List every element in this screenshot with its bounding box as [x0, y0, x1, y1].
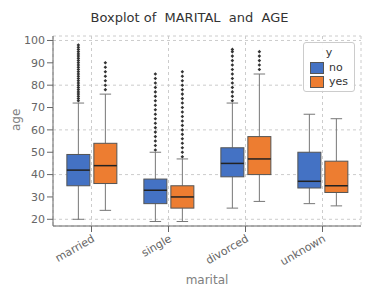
svg-text:marital: marital [186, 273, 229, 284]
svg-text:60: 60 [31, 124, 45, 137]
svg-text:single: single [139, 232, 174, 260]
svg-text:20: 20 [31, 213, 45, 226]
svg-text:30: 30 [31, 191, 45, 204]
svg-text:unknown: unknown [278, 232, 328, 268]
svg-text:married: married [53, 232, 97, 265]
svg-text:90: 90 [31, 57, 45, 70]
svg-text:100: 100 [24, 34, 45, 47]
svg-text:80: 80 [31, 79, 45, 92]
svg-text:50: 50 [31, 146, 45, 159]
html-text:y: y [325, 46, 333, 59]
svg-text:divorced: divorced [203, 232, 251, 267]
svg-text:40: 40 [31, 168, 45, 181]
html-text:yes: yes [329, 75, 348, 88]
html-text:no: no [329, 61, 343, 74]
svg-text:age: age [9, 109, 23, 131]
svg-text:70: 70 [31, 101, 45, 114]
html-text:Boxplot of MARITAL and AGE: Boxplot of MARITAL and AGE [90, 10, 289, 25]
